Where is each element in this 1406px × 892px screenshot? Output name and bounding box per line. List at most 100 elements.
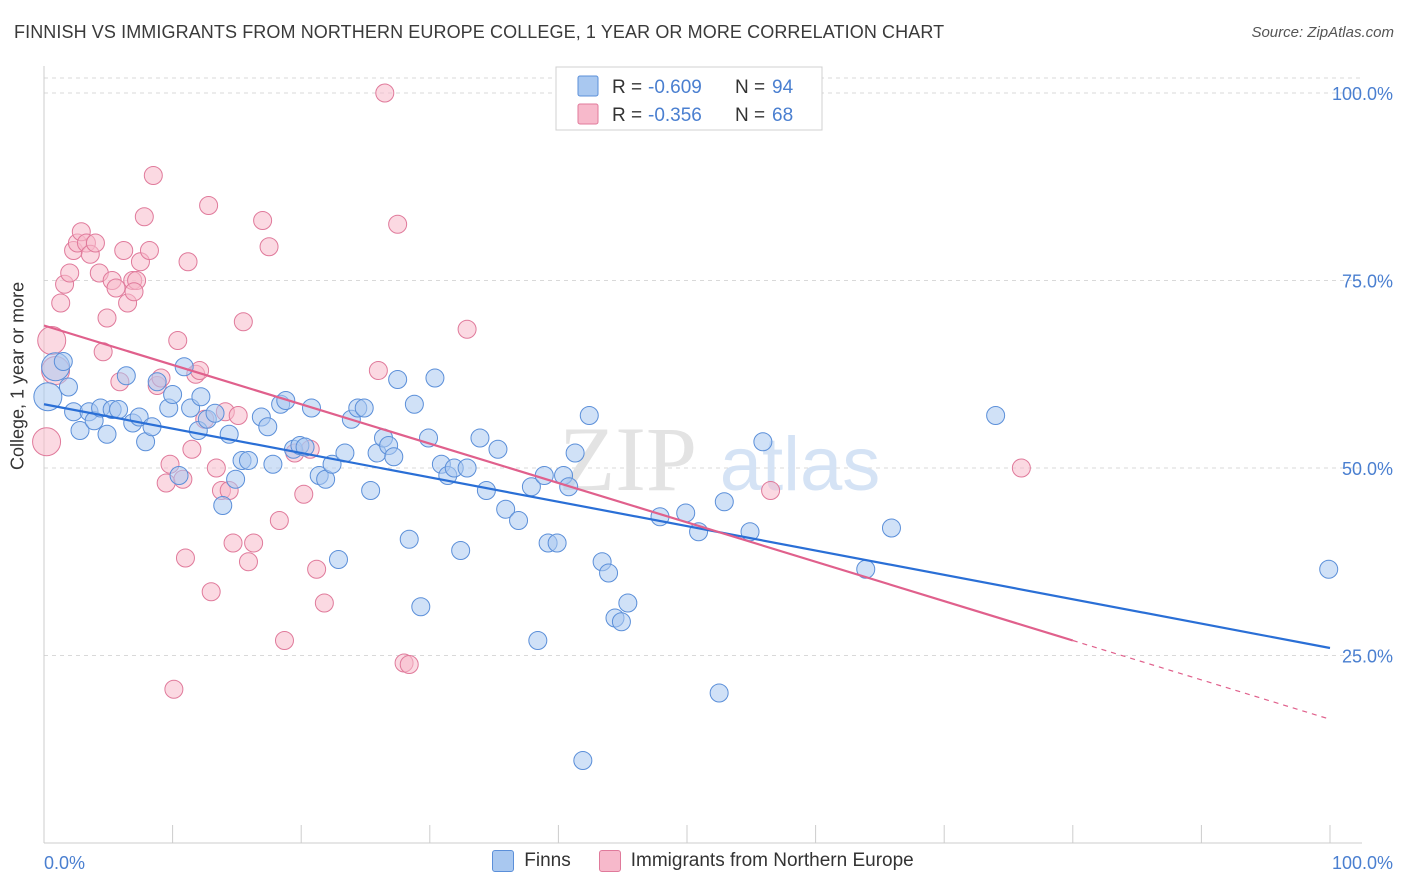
pink-point-3 [51, 293, 71, 313]
pink-point-35 [182, 439, 202, 459]
pink-point-47 [233, 312, 253, 332]
stats-legend: R = -0.609 N = 94 R = -0.356 N = 68 [555, 66, 823, 131]
y-tick-label-3: 100.0% [1332, 84, 1393, 104]
finns-legend-swatch [577, 75, 599, 97]
finns-trend-line [43, 403, 1331, 650]
x-tick-label-0: 0.0% [44, 853, 85, 873]
pink-point-61 [388, 214, 408, 234]
blue-point-9 [97, 424, 117, 444]
blue-point-89 [709, 683, 729, 703]
pink-point-39 [199, 196, 219, 215]
blue-point-48 [354, 398, 374, 418]
blue-point-33 [258, 417, 278, 437]
pink-point-65 [761, 481, 781, 500]
finns-swatch [492, 850, 515, 872]
immigrants-trend-line [43, 324, 1074, 642]
blue-point-67 [488, 439, 508, 459]
blue-point-81 [599, 563, 619, 583]
y-tick-label-2: 75.0% [1342, 272, 1393, 292]
blue-point-57 [411, 597, 431, 617]
pink-point-58 [314, 593, 334, 613]
blue-point-20 [169, 466, 189, 485]
finns-r-label: R = [612, 77, 642, 98]
blue-point-83 [611, 612, 631, 632]
blue-point-95 [1319, 559, 1339, 579]
blue-point-54 [388, 370, 408, 389]
pink-point-25 [143, 166, 163, 185]
blue-point-31 [238, 451, 258, 470]
pink-point-30 [164, 679, 184, 699]
blue-point-72 [534, 466, 554, 485]
pink-point-48 [238, 552, 258, 572]
pink-point-60 [375, 83, 395, 103]
blue-point-19 [163, 385, 183, 404]
blue-point-55 [399, 529, 419, 549]
pink-series-points [32, 83, 1031, 699]
source-credit: Source: ZipAtlas.com [1251, 24, 1394, 41]
blue-point-12 [116, 366, 136, 386]
pink-point-5 [60, 263, 80, 283]
blue-point-3 [58, 377, 78, 397]
finns-n-label: N = [735, 77, 765, 98]
pink-point-45 [223, 533, 243, 553]
blue-point-64 [457, 458, 477, 478]
pink-point-55 [294, 484, 314, 504]
blue-point-71 [528, 631, 548, 650]
legend-box [555, 66, 823, 131]
blue-point-39 [295, 437, 315, 457]
blue-point-2 [53, 352, 73, 371]
pink-point-34 [178, 252, 198, 272]
trend-lines [43, 324, 1331, 720]
blue-point-78 [573, 751, 593, 770]
blue-point-11 [109, 400, 129, 419]
legend-item-immigrants[interactable]: Immigrants from Northern Europe [598, 850, 914, 872]
chart-title: FINNISH VS IMMIGRANTS FROM NORTHERN EURO… [14, 22, 945, 42]
pink-point-16 [106, 278, 126, 298]
blue-series-points [33, 352, 1339, 770]
blue-point-77 [565, 443, 585, 463]
blue-point-59 [425, 368, 445, 388]
pink-point-57 [307, 559, 327, 579]
blue-point-91 [753, 432, 773, 452]
blue-point-0 [33, 382, 63, 412]
gridlines [44, 77, 1362, 656]
pink-point-18 [114, 241, 134, 260]
immigrants-trend-extension [1072, 639, 1331, 720]
tick-labels: 25.0% 50.0% 75.0% 100.0% 0.0% 100.0% [44, 84, 1393, 873]
pink-point-24 [139, 241, 159, 260]
blue-point-24 [191, 387, 211, 407]
blue-point-65 [470, 428, 490, 448]
finns-r-value: -0.609 [648, 77, 702, 98]
y-tick-label-0: 25.0% [1342, 647, 1393, 667]
finns-n-value: 94 [772, 77, 794, 98]
pink-point-52 [269, 511, 289, 530]
blue-point-94 [986, 406, 1006, 425]
blue-point-27 [213, 496, 233, 515]
pink-point-49 [244, 533, 264, 553]
pink-point-66 [1011, 458, 1031, 478]
immigrants-legend-swatch [577, 103, 599, 125]
blue-point-56 [404, 394, 424, 414]
watermark-atlas: atlas [720, 422, 881, 507]
blue-point-79 [579, 406, 599, 425]
blue-point-88 [714, 492, 734, 512]
immigrants-r-value: -0.356 [648, 105, 702, 126]
pink-point-31 [168, 331, 188, 350]
pink-point-23 [134, 207, 154, 227]
pink-point-11 [85, 233, 105, 253]
pink-point-51 [259, 237, 279, 257]
y-tick-label-1: 50.0% [1342, 459, 1393, 479]
pink-point-14 [97, 308, 117, 328]
legend-item-finns[interactable]: Finns [492, 850, 571, 872]
x-tick-label-1: 100.0% [1332, 853, 1393, 873]
pink-point-63 [399, 655, 419, 674]
immigrants-label: Immigrants from Northern Europe [630, 850, 914, 871]
pink-point-67 [124, 282, 144, 302]
blue-point-62 [451, 541, 471, 560]
pink-point-59 [368, 361, 388, 380]
blue-point-26 [205, 403, 225, 423]
blue-point-53 [384, 447, 404, 467]
blue-point-93 [881, 518, 901, 538]
watermark: ZIP atlas [559, 408, 880, 510]
